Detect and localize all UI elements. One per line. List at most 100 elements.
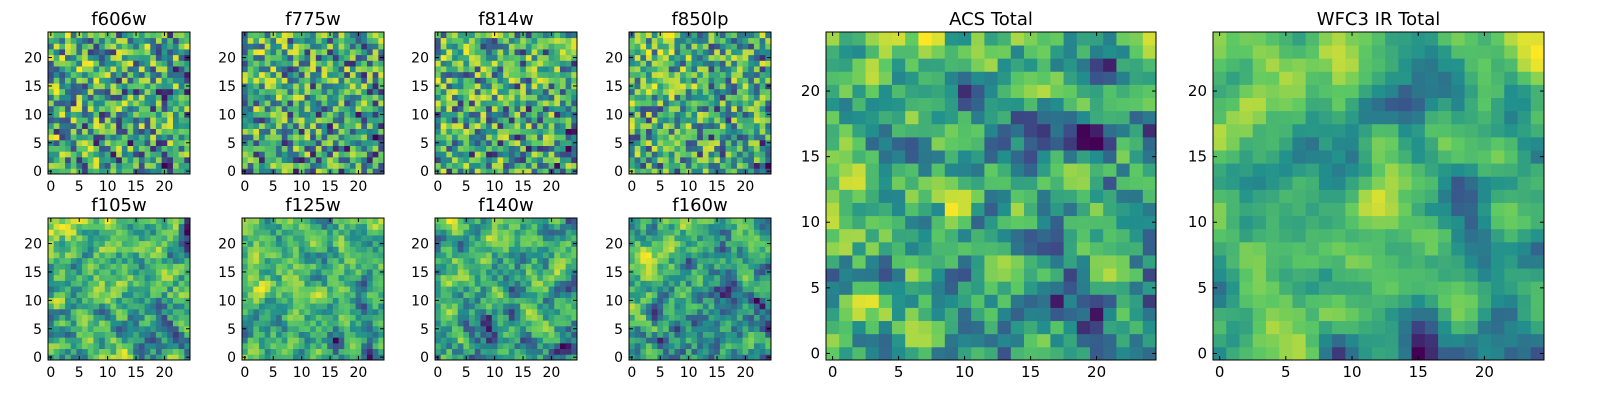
- heatmap-cell: [253, 100, 260, 107]
- heatmap-cell: [497, 354, 504, 361]
- heatmap-cell: [144, 128, 151, 135]
- heatmap-cell: [372, 252, 379, 259]
- heatmap-cell: [127, 342, 134, 350]
- heatmap-cell: [668, 168, 675, 175]
- heatmap-cell: [514, 43, 521, 50]
- heatmap-cell: [253, 280, 260, 287]
- heatmap-cell: [446, 60, 453, 67]
- heatmap-cell: [65, 105, 72, 112]
- heatmap-cell: [70, 246, 77, 253]
- heatmap-cell: [349, 145, 356, 152]
- heatmap-cell: [765, 280, 772, 287]
- heatmap-cell: [327, 331, 334, 338]
- heatmap-cell: [281, 43, 288, 50]
- heatmap-cell: [287, 60, 294, 67]
- heatmap-cell: [178, 134, 185, 141]
- heatmap-cell: [719, 151, 726, 158]
- heatmap-cell: [559, 156, 567, 164]
- heatmap-cell: [70, 342, 77, 350]
- x-tick-label: 15: [127, 365, 145, 381]
- heatmap-cell: [725, 291, 732, 298]
- heatmap-cell: [87, 66, 94, 73]
- heatmap-cell: [668, 348, 675, 355]
- heatmap-cell: [435, 263, 442, 270]
- heatmap-cell: [674, 43, 681, 50]
- heatmap-cell: [372, 145, 379, 152]
- heatmap-cell: [674, 314, 681, 321]
- heatmap-cell: [104, 151, 111, 158]
- heatmap-cell: [542, 252, 549, 259]
- heatmap-cell: [253, 43, 260, 50]
- heatmap-cell: [344, 235, 351, 242]
- heatmap-cell: [338, 252, 345, 259]
- heatmap-cell: [82, 223, 89, 230]
- heatmap-cell: [138, 348, 145, 355]
- heatmap-cell: [537, 77, 544, 84]
- heatmap-cell: [270, 156, 277, 164]
- heatmap-cell: [559, 111, 567, 118]
- heatmap-cell: [184, 320, 191, 327]
- heatmap-cell: [469, 128, 476, 135]
- heatmap-cell: [435, 246, 442, 253]
- heatmap-cell: [99, 337, 106, 344]
- heatmap-cell: [304, 43, 311, 50]
- heatmap-cell: [542, 348, 549, 355]
- heatmap-cell: [435, 151, 442, 158]
- heatmap-cell: [640, 60, 647, 67]
- y-tick-label: 10: [411, 107, 429, 123]
- heatmap-cell: [276, 354, 283, 361]
- heatmap-cell: [361, 297, 368, 304]
- heatmap-cell: [110, 240, 117, 247]
- heatmap-cell: [172, 88, 180, 95]
- heatmap-cell: [680, 314, 687, 321]
- heatmap-cell: [276, 269, 283, 276]
- heatmap-cell: [247, 54, 254, 61]
- heatmap-cell: [486, 139, 493, 146]
- heatmap-cell: [559, 235, 567, 242]
- heatmap-cell: [748, 308, 755, 315]
- heatmap-cell: [247, 128, 254, 135]
- heatmap-cell: [344, 83, 351, 90]
- heatmap-cell: [82, 291, 89, 298]
- heatmap-cell: [452, 139, 459, 146]
- heatmap-cell: [338, 308, 345, 315]
- heatmap-cell: [702, 139, 709, 146]
- heatmap-cell: [298, 337, 305, 344]
- heatmap-cell: [525, 54, 532, 61]
- heatmap-cell: [167, 43, 174, 50]
- heatmap-cell: [276, 60, 283, 67]
- heatmap-cell: [697, 37, 704, 44]
- heatmap-cell: [646, 280, 653, 287]
- heatmap-cell: [259, 337, 266, 344]
- heatmap-cell: [264, 320, 271, 327]
- heatmap-cell: [59, 88, 66, 95]
- heatmap-cell: [674, 134, 681, 141]
- heatmap-cell: [59, 49, 66, 56]
- heatmap-cell: [719, 280, 726, 287]
- heatmap-cell: [116, 32, 123, 39]
- heatmap-cell: [87, 111, 94, 118]
- heatmap-cell: [321, 151, 328, 158]
- heatmap-cell: [714, 320, 721, 327]
- heatmap-cell: [104, 66, 111, 73]
- heatmap-cell: [321, 139, 328, 146]
- heatmap-cell: [70, 151, 77, 158]
- heatmap-cell: [646, 297, 653, 304]
- heatmap-cell: [640, 151, 647, 158]
- heatmap-cell: [48, 291, 55, 298]
- heatmap-cell: [702, 49, 709, 56]
- heatmap-cell: [264, 280, 271, 287]
- heatmap-cell: [70, 286, 77, 293]
- heatmap-cell: [480, 246, 487, 253]
- heatmap-cell: [708, 77, 715, 84]
- heatmap-cell: [276, 134, 283, 141]
- heatmap-cell: [121, 32, 128, 39]
- heatmap-cell: [178, 337, 185, 344]
- heatmap-cell: [742, 308, 749, 315]
- heatmap-cell: [497, 162, 504, 169]
- heatmap-cell: [99, 151, 106, 158]
- heatmap-cell: [116, 342, 123, 350]
- heatmap-cell: [264, 100, 271, 107]
- heatmap-cell: [554, 291, 561, 298]
- heatmap-cell: [99, 269, 106, 276]
